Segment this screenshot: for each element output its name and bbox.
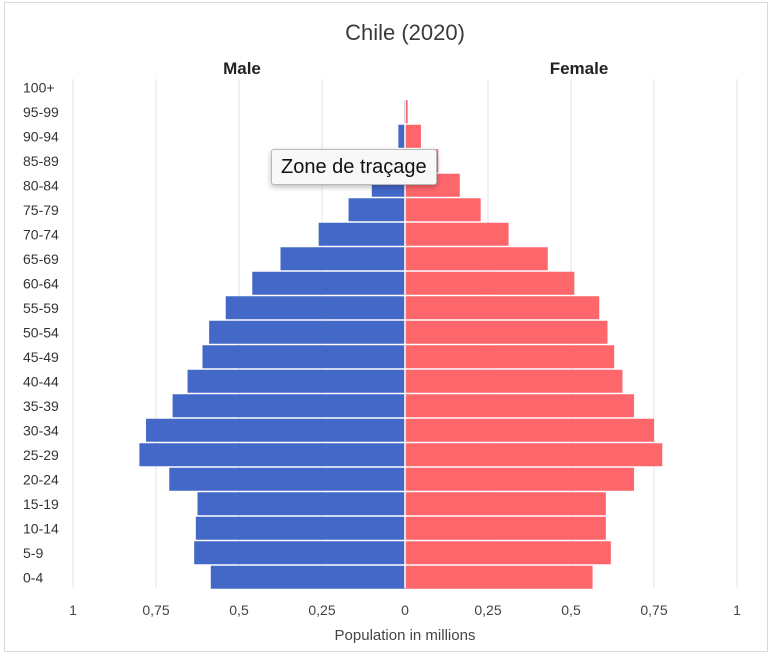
age-label-25-29: 25-29	[23, 447, 59, 463]
x-tick-label-5: 0,25	[474, 602, 501, 618]
bar-male-35-39[interactable]	[172, 394, 405, 418]
bar-female-65-69[interactable]	[405, 247, 548, 271]
age-label-65-69: 65-69	[23, 251, 59, 267]
plot-area-tooltip: Zone de traçage	[271, 149, 437, 185]
bar-female-40-44[interactable]	[405, 369, 623, 393]
bar-male-50-54[interactable]	[209, 320, 405, 344]
bar-male-5-9[interactable]	[194, 541, 405, 565]
bar-female-95-99[interactable]	[405, 100, 408, 124]
age-group-labels: 100+ 95-99 90-94 85-89 80-84 75-79 70-74 65-69 6…	[23, 79, 59, 585]
age-label-0-4: 0-4	[23, 569, 43, 585]
x-tick-label-6: 0,5	[561, 602, 581, 618]
age-label-75-79: 75-79	[23, 202, 59, 218]
age-label-30-34: 30-34	[23, 422, 59, 438]
bar-male-20-24[interactable]	[169, 467, 405, 491]
bar-female-25-29[interactable]	[405, 443, 663, 467]
age-label-90-94: 90-94	[23, 128, 59, 144]
bar-female-5-9[interactable]	[405, 541, 611, 565]
x-tick-label-2: 0,5	[229, 602, 249, 618]
age-label-55-59: 55-59	[23, 300, 59, 316]
bar-male-25-29[interactable]	[139, 443, 405, 467]
age-label-85-89: 85-89	[23, 153, 59, 169]
population-pyramid-chart: 100+ 95-99 90-94 85-89 80-84 75-79 70-74 65-69 6…	[23, 20, 741, 644]
age-label-50-54: 50-54	[23, 324, 59, 340]
x-tick-label-1: 0,75	[142, 602, 169, 618]
bar-male-10-14[interactable]	[195, 516, 405, 540]
bar-male-0-4[interactable]	[210, 565, 405, 589]
bar-male-15-19[interactable]	[197, 492, 406, 516]
age-label-95-99: 95-99	[23, 104, 59, 120]
bar-male-90-94[interactable]	[398, 124, 405, 148]
bar-female-30-34[interactable]	[405, 418, 654, 442]
male-label: Male	[223, 59, 261, 78]
x-tick-label-8: 1	[733, 602, 741, 618]
bar-male-45-49[interactable]	[202, 345, 405, 369]
bars	[139, 79, 663, 589]
age-label-40-44: 40-44	[23, 373, 59, 389]
bar-male-65-69[interactable]	[280, 247, 406, 271]
bar-female-90-94[interactable]	[405, 124, 421, 148]
bar-female-20-24[interactable]	[405, 467, 635, 491]
bar-female-0-4[interactable]	[405, 565, 593, 589]
x-axis-title: Population in millions	[335, 627, 476, 644]
age-label-5-9: 5-9	[23, 545, 43, 561]
bar-male-75-79[interactable]	[348, 198, 405, 222]
chart-frame: 100+ 95-99 90-94 85-89 80-84 75-79 70-74 65-69 6…	[4, 2, 768, 652]
bar-male-70-74[interactable]	[318, 222, 405, 246]
bar-female-10-14[interactable]	[405, 516, 606, 540]
x-axis-tick-labels: 1 0,75 0,5 0,25 0 0,25 0,5 0,75 1	[69, 602, 741, 618]
x-tick-label-7: 0,75	[640, 602, 667, 618]
age-label-60-64: 60-64	[23, 275, 59, 291]
age-label-10-14: 10-14	[23, 520, 59, 536]
bar-female-60-64[interactable]	[405, 271, 575, 295]
x-tick-label-4: 0	[401, 602, 409, 618]
bar-male-40-44[interactable]	[187, 369, 405, 393]
age-label-100plus: 100+	[23, 79, 55, 95]
age-label-15-19: 15-19	[23, 496, 59, 512]
bar-female-55-59[interactable]	[405, 296, 600, 320]
x-tick-label-3: 0,25	[308, 602, 335, 618]
age-label-20-24: 20-24	[23, 471, 59, 487]
x-tick-label-0: 1	[69, 602, 77, 618]
bar-female-35-39[interactable]	[405, 394, 635, 418]
age-label-45-49: 45-49	[23, 349, 59, 365]
bar-male-55-59[interactable]	[225, 296, 405, 320]
bar-male-30-34[interactable]	[146, 418, 406, 442]
chart-title: Chile (2020)	[345, 20, 465, 45]
bar-female-70-74[interactable]	[405, 222, 509, 246]
age-label-80-84: 80-84	[23, 177, 59, 193]
bar-female-15-19[interactable]	[405, 492, 606, 516]
bar-male-60-64[interactable]	[252, 271, 405, 295]
age-label-35-39: 35-39	[23, 398, 59, 414]
female-label: Female	[550, 59, 609, 78]
bar-female-75-79[interactable]	[405, 198, 481, 222]
age-label-70-74: 70-74	[23, 226, 59, 242]
bar-female-50-54[interactable]	[405, 320, 608, 344]
bar-female-45-49[interactable]	[405, 345, 615, 369]
